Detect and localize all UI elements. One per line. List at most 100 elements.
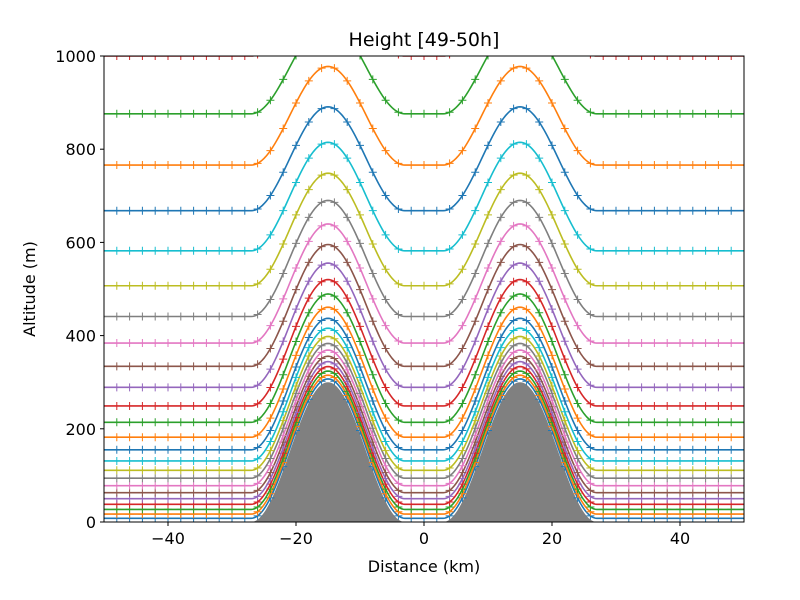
- data-point: [484, 264, 492, 273]
- data-point: [676, 481, 684, 490]
- data-point: [496, 352, 505, 361]
- data-point: [432, 281, 441, 290]
- data-point: [279, 370, 288, 379]
- data-point: [420, 56, 428, 60]
- data-point: [253, 416, 262, 425]
- data-point: [714, 433, 723, 442]
- data-point: [432, 206, 441, 215]
- data-point: [445, 310, 454, 319]
- data-point: [458, 383, 467, 392]
- data-point: [599, 281, 608, 290]
- data-point: [676, 383, 684, 392]
- data-point: [727, 433, 736, 442]
- data-point: [164, 433, 172, 442]
- data-point: [104, 488, 108, 497]
- data-point: [240, 362, 249, 371]
- data-point: [138, 281, 147, 290]
- data-point: [701, 339, 710, 348]
- data-point: [420, 418, 428, 427]
- data-point: [202, 445, 211, 454]
- data-point: [356, 0, 364, 6]
- data-point: [112, 339, 121, 348]
- data-point: [624, 246, 633, 255]
- data-point: [458, 295, 467, 304]
- series-line: [104, 199, 744, 318]
- data-point: [330, 221, 339, 230]
- data-point: [432, 474, 441, 483]
- data-point: [279, 355, 288, 364]
- data-point: [612, 481, 620, 490]
- data-point: [381, 426, 390, 435]
- data-point: [356, 178, 364, 187]
- data-point: [215, 362, 224, 371]
- data-point: [112, 281, 121, 290]
- data-point: [164, 339, 172, 348]
- data-point: [104, 246, 108, 255]
- data-point: [394, 416, 403, 425]
- data-point: [509, 104, 518, 113]
- data-point: [663, 488, 672, 497]
- data-point: [522, 341, 531, 350]
- data-point: [484, 351, 492, 360]
- data-point: [714, 281, 723, 290]
- data-point: [624, 362, 633, 371]
- data-point: [740, 246, 744, 255]
- data-point: [292, 98, 300, 107]
- data-point: [574, 39, 582, 47]
- data-point: [560, 397, 569, 406]
- data-point: [164, 401, 172, 410]
- data-point: [343, 352, 352, 361]
- data-point: [420, 339, 428, 348]
- data-point: [407, 488, 416, 497]
- data-point: [189, 109, 198, 118]
- data-point: [228, 488, 236, 497]
- data-point: [599, 488, 608, 497]
- data-point: [343, 322, 352, 331]
- data-point: [663, 456, 672, 465]
- data-point: [189, 362, 198, 371]
- data-point: [676, 109, 684, 118]
- data-point: [104, 206, 108, 215]
- data-point: [138, 456, 147, 465]
- data-point: [432, 488, 441, 497]
- data-point: [573, 96, 582, 105]
- data-point: [663, 206, 672, 215]
- data-point: [343, 185, 352, 194]
- data-point: [343, 294, 352, 303]
- data-point: [176, 383, 185, 392]
- data-point: [343, 76, 352, 85]
- data-point: [292, 373, 300, 382]
- data-point: [407, 481, 416, 490]
- data-point: [637, 161, 646, 170]
- x-tick-label: −20: [279, 529, 313, 548]
- data-point: [394, 310, 403, 319]
- series-level-23: [104, 56, 744, 118]
- data-point: [650, 474, 659, 483]
- data-point: [394, 381, 403, 390]
- data-point: [714, 383, 723, 392]
- data-point: [599, 401, 608, 410]
- data-point: [676, 488, 684, 497]
- data-point: [432, 418, 441, 427]
- data-point: [304, 258, 313, 267]
- data-point: [522, 221, 531, 230]
- data-point: [612, 339, 620, 348]
- data-point: [125, 488, 134, 497]
- data-point: [202, 281, 211, 290]
- data-point: [138, 401, 147, 410]
- data-point: [445, 454, 454, 463]
- data-point: [445, 463, 454, 472]
- data-point: [176, 281, 185, 290]
- data-point: [701, 488, 710, 497]
- data-point: [599, 466, 608, 475]
- data-point: [330, 326, 339, 335]
- data-point: [535, 76, 544, 85]
- series-line: [104, 141, 744, 252]
- y-axis-label: Altitude (m): [20, 241, 39, 337]
- data-point: [612, 109, 620, 118]
- data-point: [240, 488, 249, 497]
- data-point: [202, 383, 211, 392]
- data-point: [740, 281, 744, 290]
- x-axis: −40 −20 0 20 40: [151, 522, 690, 548]
- data-point: [714, 56, 723, 60]
